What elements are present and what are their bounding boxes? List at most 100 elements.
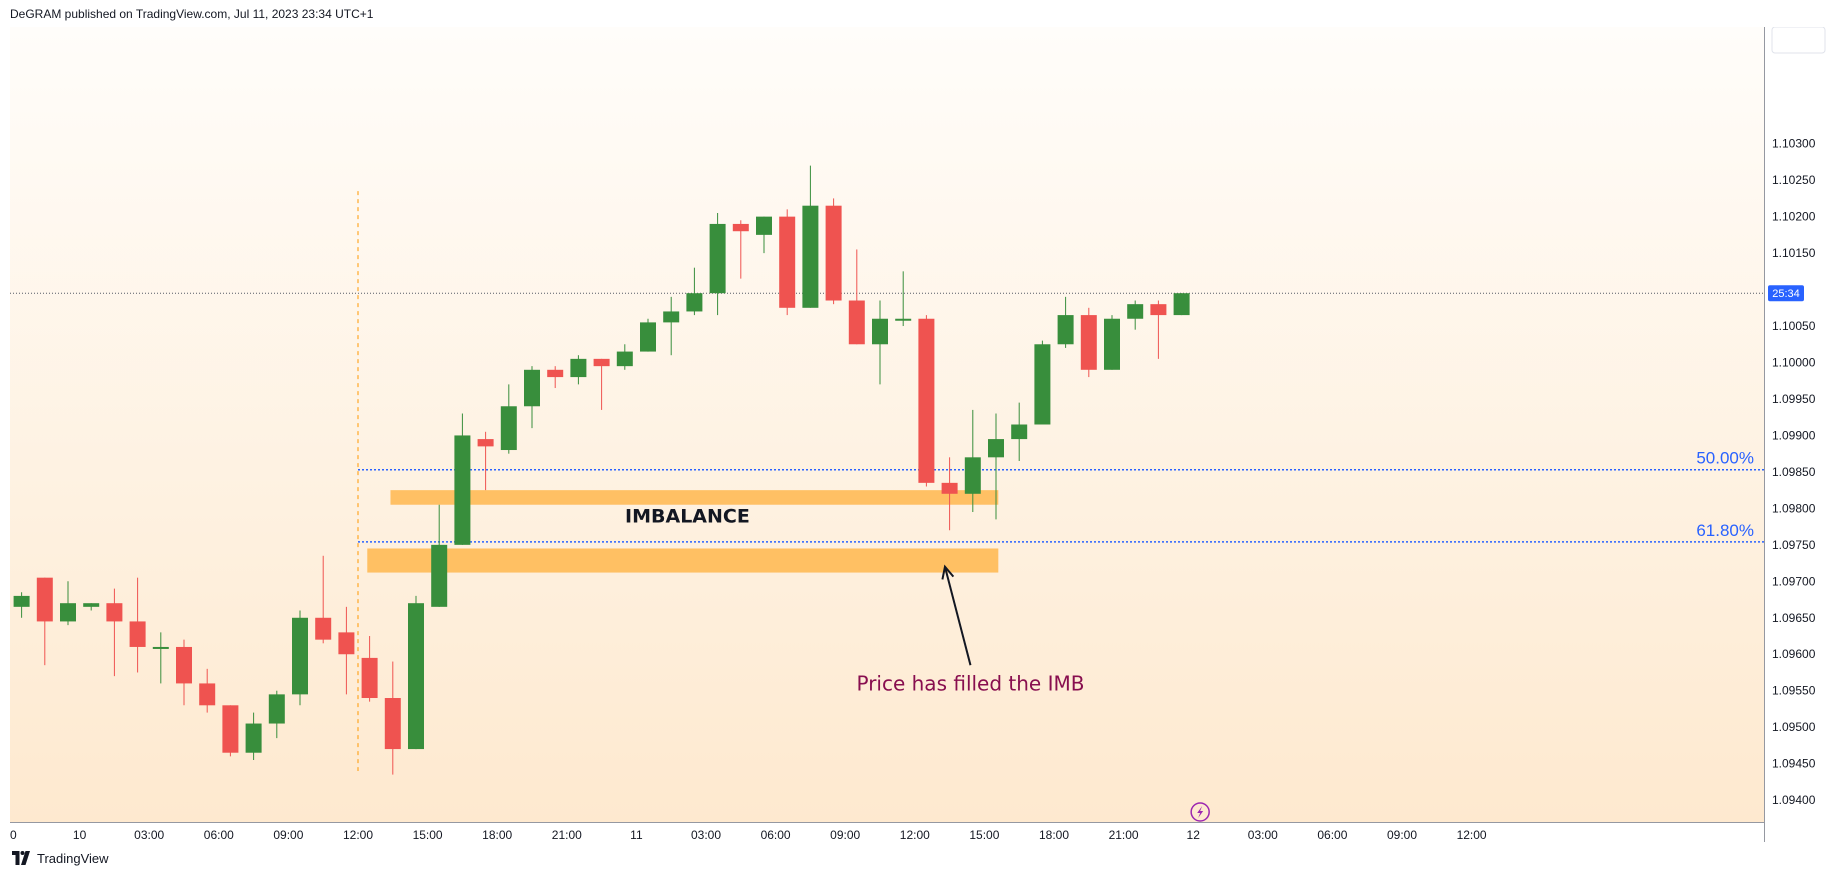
candle-body [663,311,680,323]
time-tick-label: 06:00 [1317,828,1347,842]
tradingview-logo-icon [12,851,30,865]
candle[interactable] [1034,340,1051,425]
candle-body [1173,293,1190,316]
candle[interactable] [872,300,888,385]
candle[interactable] [176,639,192,706]
candle-body [1057,315,1074,345]
candle[interactable] [802,165,819,308]
lower-imbalance-zone[interactable] [367,548,999,573]
candle[interactable] [779,209,796,316]
candle[interactable] [315,555,332,644]
price-tick-label: 1.09650 [1772,611,1816,625]
upper-imbalance-zone[interactable] [390,490,999,505]
time-tick-label: 03:00 [1248,828,1278,842]
candle[interactable] [500,384,517,454]
candle[interactable] [1104,315,1120,370]
candle[interactable] [36,577,53,666]
time-tick-label: 03:00 [134,828,164,842]
candle-body [756,216,772,235]
candle[interactable] [616,344,633,370]
candle-body [36,577,53,622]
current-price-countdown: 25:34 [1772,288,1800,300]
candle-body [547,369,564,378]
realtime-bolt-icon[interactable] [1190,802,1210,822]
candle[interactable] [268,690,285,739]
price-tick-label: 1.09850 [1772,465,1816,479]
price-tick-label: 1.10200 [1772,210,1816,224]
time-tick-label: 12:00 [900,828,930,842]
candle-body [454,435,471,545]
candle[interactable] [1011,402,1028,461]
candle[interactable] [384,661,401,775]
candle[interactable] [593,358,610,410]
candle[interactable] [709,212,726,316]
candle[interactable] [524,366,540,429]
time-tick-label: 09:00 [273,828,303,842]
candle-body [83,603,100,607]
candle[interactable] [570,355,587,385]
candle[interactable] [964,409,981,513]
time-tick-label: 10 [73,828,87,842]
candle[interactable] [454,413,471,545]
candle[interactable] [895,271,912,327]
candle[interactable] [477,431,494,491]
candle[interactable] [338,606,355,695]
candle-body [1127,304,1144,319]
candle[interactable] [408,595,424,750]
candle[interactable] [1057,296,1074,348]
candle[interactable] [83,603,100,611]
candle-body [524,369,540,407]
candle[interactable] [918,315,935,487]
candle-body [60,603,76,622]
candlestick-chart[interactable]: 50.00% 61.80% IMBALANCE Price has filled t… [10,27,1835,842]
time-tick-label: 09:00 [830,828,860,842]
candle[interactable] [1127,300,1144,330]
candle[interactable] [60,581,76,626]
time-tick-label: 11 [630,828,643,842]
imbalance-label[interactable]: IMBALANCE [625,506,750,528]
price-tick-label: 1.09800 [1772,501,1816,515]
publisher-header: DeGRAM published on TradingView.com, Jul… [10,7,374,21]
candle-body [848,300,865,345]
time-tick-label: 06:00 [761,828,791,842]
candle-body [1034,344,1051,425]
candle-body [941,482,958,494]
candle[interactable] [245,712,262,761]
candle-body [709,223,726,294]
candle[interactable] [1173,293,1190,316]
candle[interactable] [1150,300,1167,359]
candle[interactable] [941,457,958,531]
annotation-arrow[interactable] [943,566,972,666]
current-price-badge [1768,285,1804,302]
candle[interactable] [106,588,123,677]
chart-area[interactable]: 50.00% 61.80% IMBALANCE Price has filled t… [10,27,1835,842]
candle[interactable] [431,504,448,607]
candle[interactable] [152,632,169,684]
candle[interactable] [292,610,308,706]
price-tick-label: 1.10250 [1772,173,1816,187]
footer-brand: TradingView [37,850,109,866]
candle[interactable] [1080,307,1097,378]
candle[interactable] [663,296,680,356]
time-tick-label: 21:00 [1109,828,1139,842]
candle[interactable] [686,267,703,316]
candle[interactable] [13,592,30,618]
price-axis-settings-button[interactable] [1771,27,1826,54]
annotation-note[interactable]: Price has filled the IMB [856,671,1084,695]
candle[interactable] [222,705,239,757]
candle-body [988,439,1004,458]
candle-body [384,698,401,750]
time-tick-label: 12 [1187,828,1201,842]
candle[interactable] [988,413,1004,520]
candle[interactable] [732,220,749,279]
candle-body [732,223,749,232]
candle[interactable] [547,366,564,389]
candle[interactable] [361,636,378,702]
candle[interactable] [129,577,146,673]
candle[interactable] [756,216,772,254]
candle[interactable] [199,668,216,713]
price-tick-label: 1.09600 [1772,647,1816,661]
candle[interactable] [848,249,865,345]
candle[interactable] [825,198,842,305]
candle[interactable] [640,318,656,352]
